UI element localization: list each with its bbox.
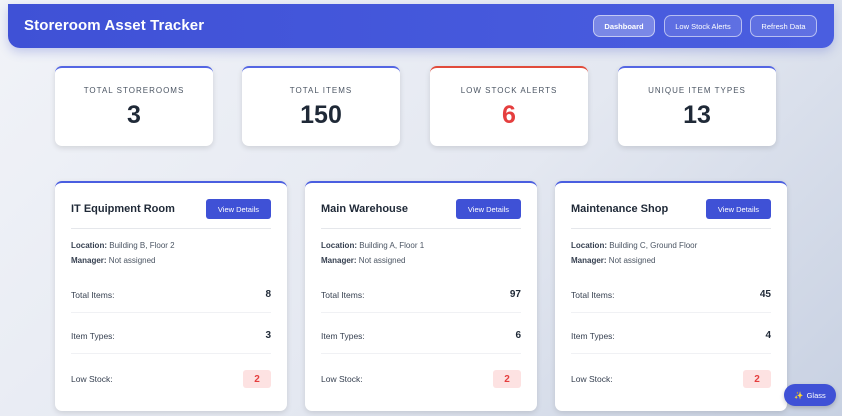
manager-line: Manager: Not assigned — [321, 256, 406, 265]
storeroom-name: Maintenance Shop — [571, 203, 669, 215]
divider — [571, 353, 771, 354]
stat-label: TOTAL ITEMS — [289, 86, 353, 95]
location-label: Location: — [71, 241, 107, 250]
divider — [71, 228, 271, 229]
stat-label: UNIQUE ITEM TYPES — [648, 86, 746, 95]
manager-label: Manager: — [571, 256, 607, 265]
divider — [321, 353, 521, 354]
total-items-value: 8 — [265, 289, 271, 300]
location-line: Location: Building A, Floor 1 — [321, 241, 424, 250]
stat-value: 3 — [127, 101, 141, 129]
app-title: Storeroom Asset Tracker — [24, 17, 205, 34]
stat-value: 150 — [300, 101, 342, 129]
total-items-label: Total Items: — [71, 289, 115, 300]
location-value: Building B, Floor 2 — [109, 241, 175, 250]
top-header: Storeroom Asset Tracker Dashboard Low St… — [8, 4, 834, 48]
low-stock-row: Low Stock: 2 — [71, 370, 271, 388]
stat-label: TOTAL STOREROOMS — [83, 86, 185, 95]
item-types-label: Item Types: — [571, 330, 615, 341]
low-stock-row: Low Stock: 2 — [571, 370, 771, 388]
total-items-row: Total Items: 8 — [71, 289, 271, 300]
stat-card-low-stock-alerts: LOW STOCK ALERTS 6 — [430, 66, 588, 146]
item-types-row: Item Types: 6 — [321, 330, 521, 341]
storeroom-name: IT Equipment Room — [71, 203, 175, 215]
item-types-label: Item Types: — [71, 330, 115, 341]
manager-line: Manager: Not assigned — [571, 256, 656, 265]
manager-value: Not assigned — [108, 256, 156, 265]
total-items-value: 45 — [759, 289, 771, 300]
low-stock-label: Low Stock: — [571, 374, 613, 384]
refresh-data-button[interactable]: Refresh Data — [750, 15, 817, 37]
dashboard-button[interactable]: Dashboard — [593, 15, 655, 37]
manager-value: Not assigned — [608, 256, 656, 265]
item-types-value: 6 — [515, 330, 521, 341]
item-types-label: Item Types: — [321, 330, 365, 341]
total-items-label: Total Items: — [571, 289, 615, 300]
sparkle-icon: ✨ — [794, 390, 804, 400]
location-label: Location: — [321, 241, 357, 250]
divider — [571, 228, 771, 229]
low-stock-badge: 2 — [743, 370, 771, 388]
item-types-row: Item Types: 3 — [71, 330, 271, 341]
total-items-row: Total Items: 97 — [321, 289, 521, 300]
location-value: Building A, Floor 1 — [359, 241, 425, 250]
divider — [71, 312, 271, 313]
item-types-value: 4 — [765, 330, 771, 341]
item-types-value: 3 — [265, 330, 271, 341]
stat-card-total-storerooms: TOTAL STOREROOMS 3 — [55, 66, 213, 146]
manager-label: Manager: — [321, 256, 357, 265]
stat-card-total-items: TOTAL ITEMS 150 — [242, 66, 400, 146]
location-line: Location: Building C, Ground Floor — [571, 241, 697, 250]
divider — [571, 312, 771, 313]
total-items-row: Total Items: 45 — [571, 289, 771, 300]
storeroom-card-main-warehouse: Main Warehouse View Details Location: Bu… — [305, 181, 537, 411]
stat-value: 13 — [683, 101, 711, 129]
divider — [321, 312, 521, 313]
divider — [71, 353, 271, 354]
location-label: Location: — [571, 241, 607, 250]
storeroom-name: Main Warehouse — [321, 203, 408, 215]
low-stock-label: Low Stock: — [321, 374, 363, 384]
storeroom-card-it-equipment: IT Equipment Room View Details Location:… — [55, 181, 287, 411]
location-line: Location: Building B, Floor 2 — [71, 241, 175, 250]
low-stock-badge: 2 — [493, 370, 521, 388]
stat-label: LOW STOCK ALERTS — [460, 86, 558, 95]
total-items-label: Total Items: — [321, 289, 365, 300]
storeroom-card-maintenance-shop: Maintenance Shop View Details Location: … — [555, 181, 787, 411]
view-details-button[interactable]: View Details — [456, 199, 521, 219]
low-stock-badge: 2 — [243, 370, 271, 388]
total-items-value: 97 — [509, 289, 521, 300]
low-stock-row: Low Stock: 2 — [321, 370, 521, 388]
divider — [321, 228, 521, 229]
view-details-button[interactable]: View Details — [206, 199, 271, 219]
stat-card-unique-item-types: UNIQUE ITEM TYPES 13 — [618, 66, 776, 146]
glass-button[interactable]: ✨ Glass — [784, 384, 836, 406]
low-stock-alerts-button[interactable]: Low Stock Alerts — [664, 15, 742, 37]
manager-value: Not assigned — [358, 256, 406, 265]
item-types-row: Item Types: 4 — [571, 330, 771, 341]
manager-line: Manager: Not assigned — [71, 256, 156, 265]
location-value: Building C, Ground Floor — [609, 241, 698, 250]
view-details-button[interactable]: View Details — [706, 199, 771, 219]
glass-button-label: Glass — [806, 390, 826, 400]
low-stock-label: Low Stock: — [71, 374, 113, 384]
manager-label: Manager: — [71, 256, 107, 265]
stat-value: 6 — [502, 101, 516, 129]
